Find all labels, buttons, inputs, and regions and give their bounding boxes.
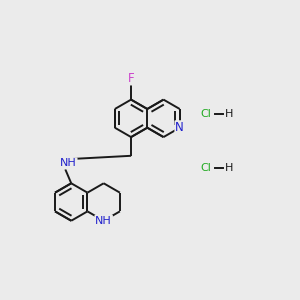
Text: Cl: Cl [200, 163, 211, 173]
Text: NH: NH [95, 216, 112, 226]
Text: H: H [225, 109, 233, 119]
Text: F: F [128, 71, 134, 85]
Text: Cl: Cl [200, 109, 211, 119]
Text: NH: NH [60, 158, 76, 168]
Text: H: H [225, 163, 233, 173]
Text: N: N [175, 121, 184, 134]
